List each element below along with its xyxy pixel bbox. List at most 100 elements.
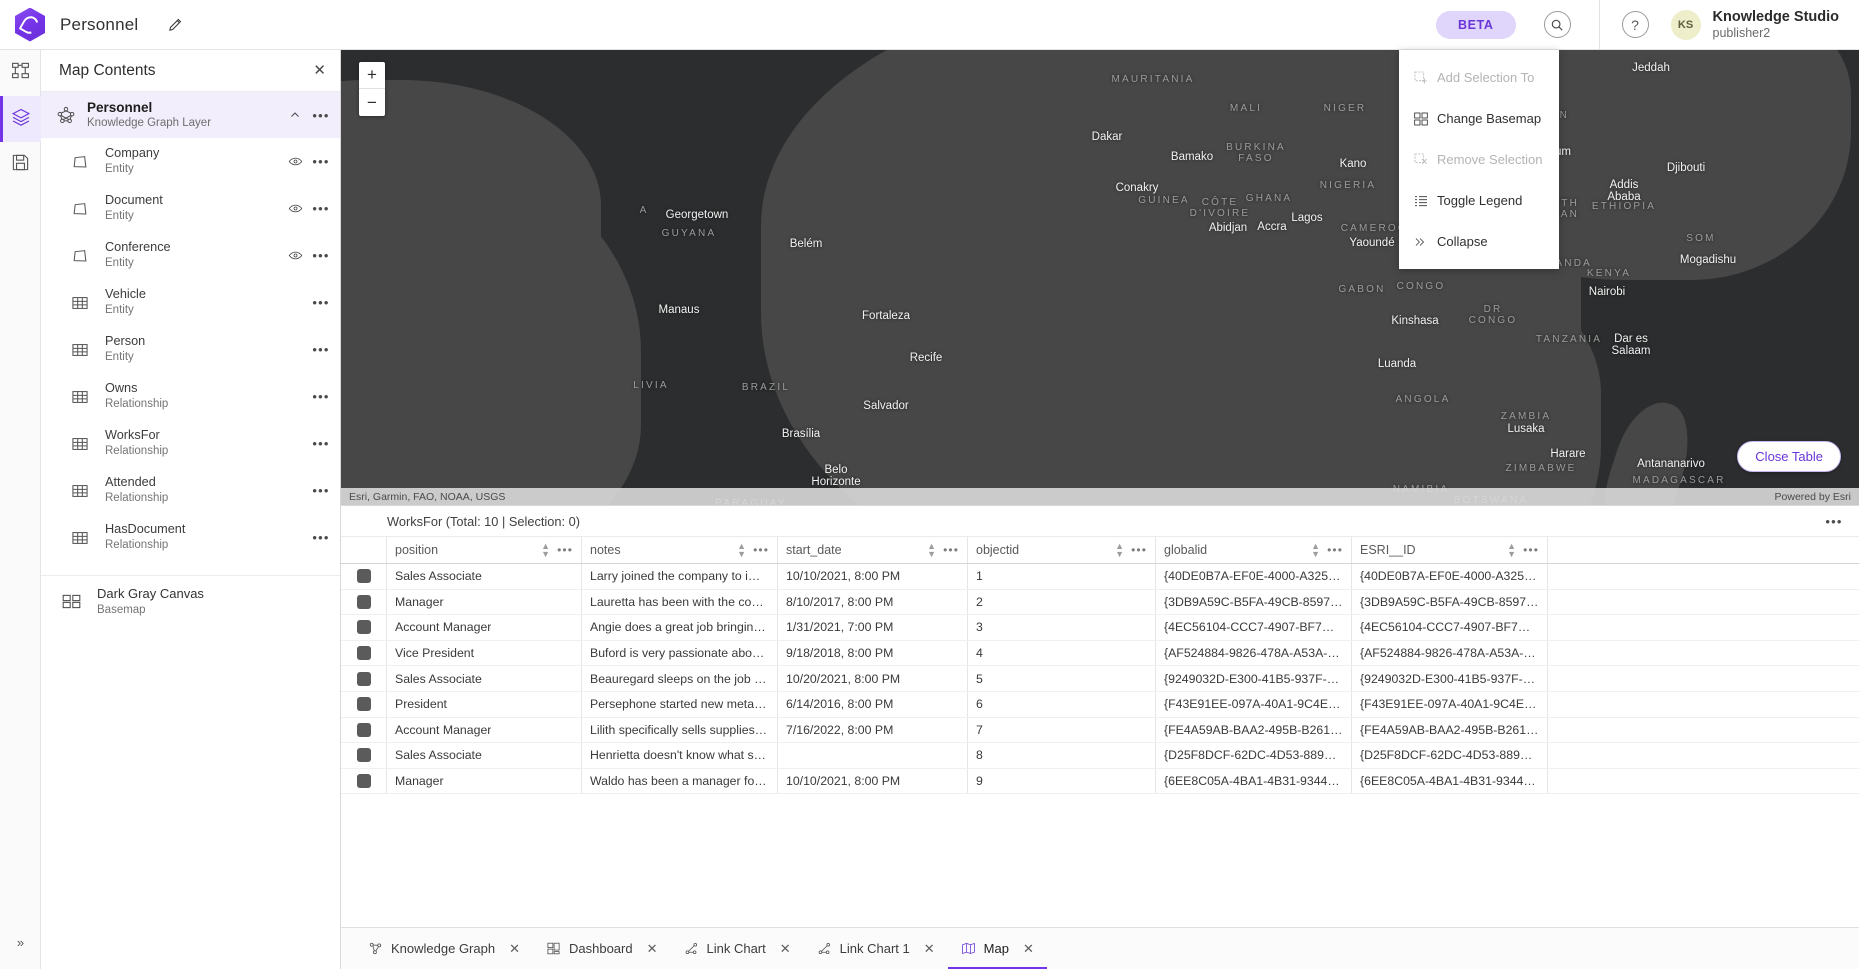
zoom-in-button[interactable]: + xyxy=(359,62,385,89)
table-row[interactable]: Sales Associate Beauregard sleeps on the … xyxy=(341,666,1859,692)
close-icon[interactable]: ✕ xyxy=(923,941,935,956)
row-select-cell[interactable] xyxy=(341,717,387,743)
row-select-box[interactable] xyxy=(356,594,371,609)
column-header-notes[interactable]: notes ▲ ▼ ••• xyxy=(582,537,778,563)
sort-arrows-icon[interactable]: ▲ ▼ xyxy=(1115,541,1125,559)
layer-options-menu[interactable]: ••• xyxy=(312,389,330,404)
app-logo[interactable] xyxy=(0,7,60,42)
layer-item-owns[interactable]: Owns Relationship ••• xyxy=(41,373,340,420)
row-select-cell[interactable] xyxy=(341,615,387,640)
column-header-objectid[interactable]: objectid ▲ ▼ ••• xyxy=(968,537,1156,563)
close-icon[interactable]: ✕ xyxy=(509,941,520,956)
tab-link-chart-1[interactable]: Link Chart 1 ✕ xyxy=(804,928,948,969)
beta-badge[interactable]: BETA xyxy=(1436,10,1516,39)
layer-options-menu[interactable]: ••• xyxy=(312,154,330,169)
layer-item-person[interactable]: Person Entity ••• xyxy=(41,326,340,373)
row-select-box[interactable] xyxy=(356,748,371,763)
row-select-cell[interactable] xyxy=(341,743,387,768)
chevron-double-right-icon[interactable]: » xyxy=(16,934,25,950)
layer-options-menu[interactable]: ••• xyxy=(312,295,330,310)
help-question-icon[interactable]: ? xyxy=(1621,11,1649,38)
layer-item-vehicle[interactable]: Vehicle Entity ••• xyxy=(41,279,340,326)
row-select-cell[interactable] xyxy=(341,691,387,717)
row-select-box[interactable] xyxy=(356,620,371,635)
avatar[interactable]: KS xyxy=(1670,9,1701,40)
layer-options-menu[interactable]: ••• xyxy=(312,342,330,357)
sort-arrows-icon[interactable]: ▲ ▼ xyxy=(541,541,551,559)
zoom-out-button[interactable]: − xyxy=(367,92,377,112)
table-options-menu[interactable]: ••• xyxy=(1825,513,1843,529)
table-row[interactable]: Sales Associate Henrietta doesn't know wh… xyxy=(341,743,1859,769)
ctx-toggle-legend[interactable]: Toggle Legend xyxy=(1399,180,1559,221)
row-select-box[interactable] xyxy=(356,671,371,686)
column-header-position[interactable]: position ▲ ▼ ••• xyxy=(387,537,582,563)
row-select-cell[interactable] xyxy=(341,589,387,615)
table-row[interactable]: Vice President Buford is very passionate … xyxy=(341,640,1859,667)
layer-item-hasdocument[interactable]: HasDocument Relationship ••• xyxy=(41,514,340,561)
layer-item-document[interactable]: Document Entity ••• xyxy=(41,185,340,232)
chevron-up-icon[interactable] xyxy=(282,100,308,130)
layer-item-worksfor[interactable]: WorksFor Relationship ••• xyxy=(41,420,340,467)
row-select-box[interactable] xyxy=(356,697,371,712)
pencil-icon[interactable] xyxy=(164,14,186,36)
column-header-start_date[interactable]: start_date ▲ ▼ ••• xyxy=(778,537,968,563)
row-select-box[interactable] xyxy=(356,569,371,584)
row-select-cell[interactable] xyxy=(341,666,387,691)
eye-visible-icon[interactable] xyxy=(282,147,308,177)
close-icon[interactable]: ✕ xyxy=(313,62,326,79)
sidebar-item-map-layers[interactable] xyxy=(0,96,41,142)
column-header-ESRI__ID[interactable]: ESRI__ID ▲ ▼ ••• xyxy=(1352,537,1548,563)
layer-options-menu[interactable]: ••• xyxy=(312,436,330,451)
column-options-menu[interactable]: ••• xyxy=(557,543,573,557)
eye-visible-icon[interactable] xyxy=(282,194,308,224)
layer-item-conference[interactable]: Conference Entity ••• xyxy=(41,232,340,279)
close-table-button[interactable]: Close Table xyxy=(1737,441,1841,472)
tab-dashboard[interactable]: Dashboard ✕ xyxy=(533,928,671,969)
table-row[interactable]: Sales Associate Larry joined the company … xyxy=(341,564,1859,590)
tab-link-chart[interactable]: Link Chart ✕ xyxy=(671,928,804,969)
layer-options-menu[interactable]: ••• xyxy=(312,107,330,123)
search-icon[interactable] xyxy=(1543,11,1571,38)
layer-item-attended[interactable]: Attended Relationship ••• xyxy=(41,467,340,514)
ctx-collapse[interactable]: Collapse xyxy=(1399,221,1559,262)
table-row[interactable]: Manager Lauretta has been with the comp… 8… xyxy=(341,589,1859,616)
table-row[interactable]: Account Manager Lilith specifically sells… xyxy=(341,717,1859,744)
table-row[interactable]: Manager Waldo has been a manager for si… 1… xyxy=(341,768,1859,795)
column-options-menu[interactable]: ••• xyxy=(943,543,959,557)
close-icon[interactable]: ✕ xyxy=(1022,941,1034,956)
table-row[interactable]: President Persephone started new metal o…… xyxy=(341,691,1859,718)
sort-arrows-icon[interactable]: ▲ ▼ xyxy=(927,541,937,559)
row-select-box[interactable] xyxy=(356,722,371,737)
ctx-change-basemap[interactable]: Change Basemap xyxy=(1399,98,1559,139)
layer-options-menu[interactable]: ••• xyxy=(312,483,330,498)
row-select-box[interactable] xyxy=(356,646,371,661)
layer-options-menu[interactable]: ••• xyxy=(312,248,330,263)
column-options-menu[interactable]: ••• xyxy=(1523,543,1539,557)
row-select-cell[interactable] xyxy=(341,564,387,589)
column-options-menu[interactable]: ••• xyxy=(1131,543,1147,557)
column-options-menu[interactable]: ••• xyxy=(1327,543,1343,557)
row-select-cell[interactable] xyxy=(341,640,387,666)
map-canvas[interactable]: MAURITANIAMALINIGERCHADSUDANBURKINAFASOG… xyxy=(341,50,1859,505)
layer-item-personnel[interactable]: Personnel Knowledge Graph Layer ••• xyxy=(41,92,340,138)
basemap-item[interactable]: Dark Gray Canvas Basemap xyxy=(41,575,340,627)
eye-visible-icon[interactable] xyxy=(282,241,308,271)
row-select-box[interactable] xyxy=(356,774,371,789)
close-icon[interactable]: ✕ xyxy=(646,941,658,956)
row-select-cell[interactable] xyxy=(341,768,387,794)
tab-map[interactable]: Map ✕ xyxy=(948,928,1047,969)
layer-item-company[interactable]: Company Entity ••• xyxy=(41,138,340,185)
sort-arrows-icon[interactable]: ▲ ▼ xyxy=(737,541,747,559)
column-options-menu[interactable]: ••• xyxy=(753,543,769,557)
sort-arrows-icon[interactable]: ▲ ▼ xyxy=(1311,541,1321,559)
sidebar-item-save[interactable] xyxy=(0,142,41,188)
sort-arrows-icon[interactable]: ▲ ▼ xyxy=(1507,541,1517,559)
layer-options-menu[interactable]: ••• xyxy=(312,530,330,545)
select-all-cell[interactable] xyxy=(341,537,387,563)
layer-options-menu[interactable]: ••• xyxy=(312,201,330,216)
tab-knowledge-graph[interactable]: Knowledge Graph ✕ xyxy=(355,928,533,969)
column-header-globalid[interactable]: globalid ▲ ▼ ••• xyxy=(1156,537,1352,563)
table-row[interactable]: Account Manager Angie does a great job br… xyxy=(341,615,1859,641)
sidebar-item-knowledge-graph[interactable] xyxy=(0,50,41,96)
close-icon[interactable]: ✕ xyxy=(779,941,791,956)
